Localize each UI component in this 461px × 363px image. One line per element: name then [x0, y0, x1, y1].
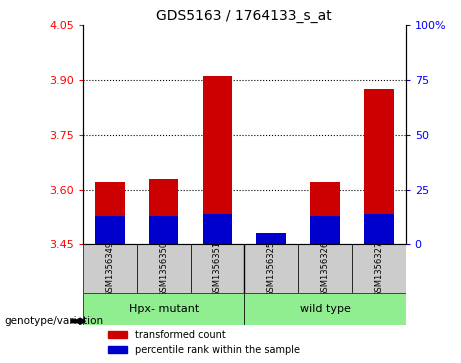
- Legend: transformed count, percentile rank within the sample: transformed count, percentile rank withi…: [104, 326, 304, 358]
- Bar: [310, 182, 340, 244]
- Bar: [244, 293, 406, 325]
- Bar: [256, 233, 286, 244]
- Title: GDS5163 / 1764133_s_at: GDS5163 / 1764133_s_at: [156, 9, 332, 23]
- Bar: [149, 216, 178, 244]
- Bar: [352, 244, 406, 293]
- Bar: [244, 244, 298, 293]
- Bar: [203, 77, 232, 244]
- Bar: [203, 213, 232, 244]
- Text: GSM1356350: GSM1356350: [159, 241, 168, 297]
- Text: GSM1356351: GSM1356351: [213, 241, 222, 297]
- Text: GSM1356325: GSM1356325: [267, 241, 276, 297]
- Text: GSM1356326: GSM1356326: [320, 241, 330, 297]
- Bar: [364, 89, 394, 244]
- Text: GSM1356349: GSM1356349: [106, 241, 114, 297]
- Text: wild type: wild type: [300, 304, 350, 314]
- Bar: [364, 213, 394, 244]
- Bar: [298, 244, 352, 293]
- Text: GSM1356327: GSM1356327: [374, 241, 383, 297]
- Bar: [137, 244, 190, 293]
- Bar: [83, 293, 244, 325]
- Bar: [256, 235, 286, 244]
- Bar: [310, 216, 340, 244]
- Bar: [95, 216, 124, 244]
- Bar: [95, 182, 124, 244]
- Bar: [83, 244, 137, 293]
- Text: Hpx- mutant: Hpx- mutant: [129, 304, 199, 314]
- Bar: [149, 179, 178, 244]
- Text: genotype/variation: genotype/variation: [5, 316, 104, 326]
- Bar: [190, 244, 244, 293]
